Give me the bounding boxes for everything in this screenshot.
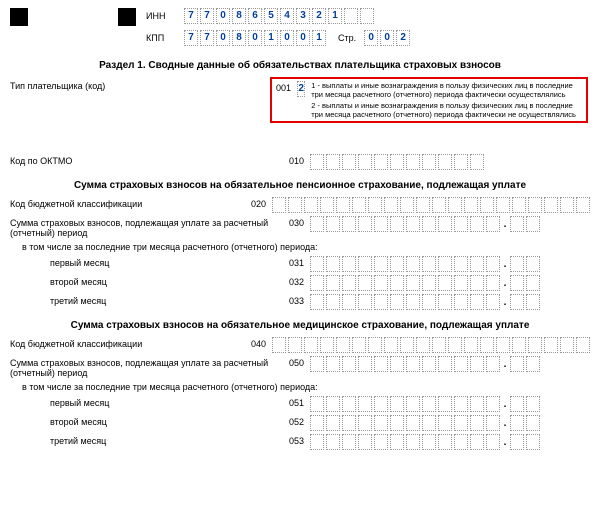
kpp-cells: 770801001 [184, 30, 326, 46]
pension-m1-row: первый месяц 031 . [10, 256, 590, 272]
med-m1-code: 051 [280, 396, 310, 408]
page-cells: 002 [364, 30, 410, 46]
pension-sub-note: в том числе за последние три месяца расч… [22, 242, 590, 252]
med-m1-row: первый месяц 051 . [10, 396, 590, 412]
pension-m2-cells[interactable]: . [310, 275, 540, 291]
med-sum-code: 050 [280, 356, 310, 368]
oktmo-cells[interactable] [310, 154, 484, 170]
med-m2-label: второй месяц [10, 415, 280, 427]
med-m2-code: 052 [280, 415, 310, 427]
payer-type-code: 001 [276, 81, 291, 93]
marker-square-right [118, 8, 136, 26]
inn-label: ИНН [146, 11, 176, 21]
inn-cells: 7708654321 [184, 8, 374, 24]
med-m3-row: третий месяц 053 . [10, 434, 590, 450]
payer-type-value-cell[interactable]: 2 [297, 81, 305, 97]
med-m2-row: второй месяц 052 . [10, 415, 590, 431]
pension-m2-row: второй месяц 032 . [10, 275, 590, 291]
payer-type-row: Тип плательщика (код) 001 2 1 - выплаты … [10, 79, 590, 151]
pension-m1-code: 031 [280, 256, 310, 268]
med-sum-cells[interactable]: . [310, 356, 540, 372]
payer-type-notes: 1 - выплаты и иные вознаграждения в поль… [311, 81, 582, 119]
pension-m2-label: второй месяц [10, 275, 280, 287]
med-title: Сумма страховых взносов на обязательное … [10, 320, 590, 331]
form-header: ИНН 7708654321 КПП 770801001 Стр. 002 [10, 8, 590, 46]
med-kbk-label: Код бюджетной классификации [10, 337, 245, 349]
pension-m3-row: третий месяц 033 . [10, 294, 590, 310]
med-m3-cells[interactable]: . [310, 434, 540, 450]
pension-m3-label: третий месяц [10, 294, 280, 306]
pension-sum-code: 030 [280, 216, 310, 228]
pension-m3-cells[interactable]: . [310, 294, 540, 310]
med-m1-label: первый месяц [10, 396, 280, 408]
med-m3-code: 053 [280, 434, 310, 446]
med-kbk-code: 040 [245, 337, 272, 349]
pension-sum-row: Сумма страховых взносов, подлежащая упла… [10, 216, 590, 238]
pension-kbk-label: Код бюджетной классификации [10, 197, 245, 209]
payer-type-note2: 2 - выплаты и иные вознаграждения в поль… [311, 101, 582, 119]
payer-type-highlight: 001 2 1 - выплаты и иные вознаграждения … [270, 77, 588, 123]
med-kbk-row: Код бюджетной классификации 040 [10, 337, 590, 353]
page-label: Стр. [338, 33, 356, 43]
med-sub-note: в том числе за последние три месяца расч… [22, 382, 590, 392]
pension-m1-cells[interactable]: . [310, 256, 540, 272]
pension-sum-cells[interactable]: . [310, 216, 540, 232]
pension-m3-code: 033 [280, 294, 310, 306]
oktmo-label: Код по ОКТМО [10, 154, 280, 166]
payer-type-note1: 1 - выплаты и иные вознаграждения в поль… [311, 81, 582, 99]
section1-title: Раздел 1. Сводные данные об обязательств… [10, 60, 590, 71]
header-codes: ИНН 7708654321 КПП 770801001 Стр. 002 [146, 8, 410, 46]
oktmo-code: 010 [280, 154, 310, 166]
pension-kbk-cells[interactable] [272, 197, 590, 213]
pension-m1-label: первый месяц [10, 256, 280, 268]
kpp-label: КПП [146, 33, 176, 43]
med-sum-label: Сумма страховых взносов, подлежащая упла… [10, 356, 280, 378]
payer-type-label: Тип плательщика (код) [10, 79, 280, 91]
pension-m2-code: 032 [280, 275, 310, 287]
oktmo-row: Код по ОКТМО 010 [10, 154, 590, 170]
med-m1-cells[interactable]: . [310, 396, 540, 412]
pension-kbk-code: 020 [245, 197, 272, 209]
med-kbk-cells[interactable] [272, 337, 590, 353]
med-m2-cells[interactable]: . [310, 415, 540, 431]
pension-sum-label: Сумма страховых взносов, подлежащая упла… [10, 216, 280, 238]
pension-title: Сумма страховых взносов на обязательное … [10, 180, 590, 191]
marker-square-left [10, 8, 28, 26]
med-m3-label: третий месяц [10, 434, 280, 446]
med-sum-row: Сумма страховых взносов, подлежащая упла… [10, 356, 590, 378]
pension-kbk-row: Код бюджетной классификации 020 [10, 197, 590, 213]
